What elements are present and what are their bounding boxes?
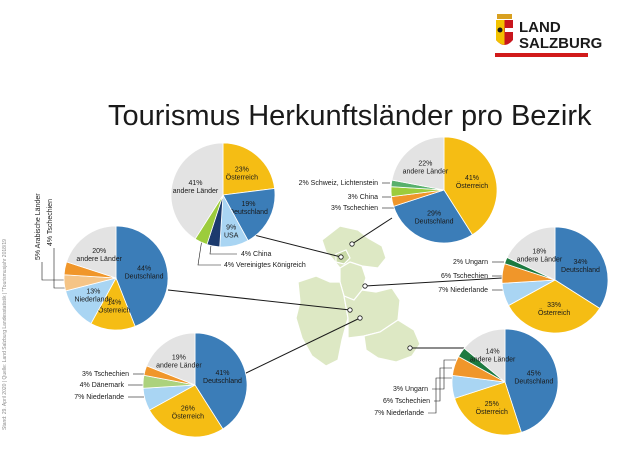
- logo-line2: SALZBURG: [519, 35, 602, 52]
- pie-slice: [393, 189, 473, 244]
- slice-label: 34% Deutschland: [561, 259, 600, 274]
- connector-lines: [167, 217, 503, 375]
- slice-label: 13% Niederlande: [75, 289, 113, 304]
- slice-label: 44% Deutschland: [125, 266, 164, 281]
- map-flachgau: [321, 225, 387, 269]
- slice-label: 23% Österreich: [226, 167, 258, 182]
- salzburg-coat-of-arms-icon: [496, 14, 513, 45]
- callout-label: 2% Schweiz, Lichtenstein: [299, 180, 378, 187]
- pie-slice: [115, 225, 169, 327]
- callout-label: 5% Arabische Länder: [35, 193, 42, 260]
- slice-label: 9% USA: [224, 225, 239, 240]
- map-lungau: [363, 319, 421, 363]
- connector-pinzgau: [243, 317, 361, 375]
- callout-label: 3% China: [348, 194, 378, 201]
- pie-slice: [148, 384, 224, 438]
- pie-slice: [66, 225, 117, 279]
- pie-slice: [222, 188, 276, 242]
- callout-label: 3% Tschechien: [82, 371, 129, 378]
- pie-lungau: 45% Deutschland 25% Österreich 14% andere Län…: [451, 328, 559, 436]
- pie-slice: [170, 142, 224, 240]
- slice-label: 14% andere Länder: [470, 349, 516, 364]
- slice-label: 45% Deutschland: [514, 370, 553, 385]
- map-markers: [338, 241, 413, 351]
- callout-label: 3% Ungarn: [393, 386, 428, 393]
- slice-label: 25% Österreich: [476, 401, 508, 416]
- salzburg-map: [295, 225, 421, 367]
- slice-label: 26% Österreich: [172, 406, 204, 421]
- slice-label: 41% Österreich: [456, 175, 488, 190]
- callout-leaders: [41, 182, 504, 414]
- map-pongau: [343, 287, 401, 339]
- callout-label: 3% Tschechien: [331, 205, 378, 212]
- slice-label: 18% andere Länder: [517, 248, 563, 263]
- pie-slice: [391, 136, 445, 191]
- callout-label: 4% China: [241, 251, 271, 258]
- pie-slice: [146, 332, 196, 386]
- connector-pongau: [364, 277, 503, 287]
- connector-flachgau: [351, 217, 393, 245]
- pie-charts: 23% Österreich 19% Deutschland 9% USA 41% ander…: [35, 136, 609, 438]
- pie-pongau: 34% Deutschland 33% Österreich 18% andere Län…: [501, 226, 609, 334]
- pie-salzburg-stadt: 23% Österreich 19% Deutschland 9% USA 41% ander…: [170, 142, 276, 248]
- callout-label: 7% Niederlande: [438, 287, 488, 294]
- pie-slice: [454, 381, 522, 436]
- slice-label: 14% Österreich: [98, 300, 130, 315]
- slice-label: 41% Deutschland: [203, 370, 242, 385]
- slice-label: 22% andere Länder: [403, 161, 449, 176]
- callout-label: 4% Vereinigtes Königreich: [224, 262, 306, 269]
- pie-slice: [463, 328, 506, 383]
- logo-underline: [495, 53, 588, 57]
- connector-tennengau: [167, 289, 351, 311]
- pie-pinzgau: 41% Deutschland 26% Österreich 19% andere Län…: [142, 332, 248, 438]
- slice-label: 19% andere Länder: [156, 354, 202, 369]
- pie-slice: [222, 142, 276, 196]
- logo-line1: LAND: [519, 19, 561, 36]
- callout-label: 4% Dänemark: [80, 382, 125, 389]
- callout-label: 4% Tschechien: [47, 199, 54, 246]
- slice-label: 29% Deutschland: [415, 210, 454, 225]
- pie-flachgau: 41% Österreich 29% Deutschland 22% andere Län…: [390, 136, 498, 244]
- logo: LAND SALZBURG: [495, 14, 602, 57]
- slice-label: 33% Österreich: [538, 302, 570, 317]
- callout-label: 7% Niederlande: [74, 394, 124, 401]
- pie-slice: [506, 226, 556, 281]
- pie-slice: [504, 328, 559, 433]
- callout-label: 7% Niederlande: [374, 410, 424, 417]
- callout-label: 6% Tschechien: [441, 273, 488, 280]
- callout-label: 2% Ungarn: [453, 259, 488, 266]
- callout-label: 6% Tschechien: [383, 398, 430, 405]
- source-note: Stand: 29. April 2020 | Quelle: Land Sal…: [2, 239, 8, 430]
- slice-label: 41% andere Länder: [173, 180, 219, 195]
- slice-label: 20% andere Länder: [76, 248, 122, 263]
- slice-label: 19% Deutschland: [229, 201, 268, 216]
- map-pinzgau: [295, 275, 349, 367]
- page-title: Tourismus Herkunftsländer pro Bezirk: [108, 100, 592, 132]
